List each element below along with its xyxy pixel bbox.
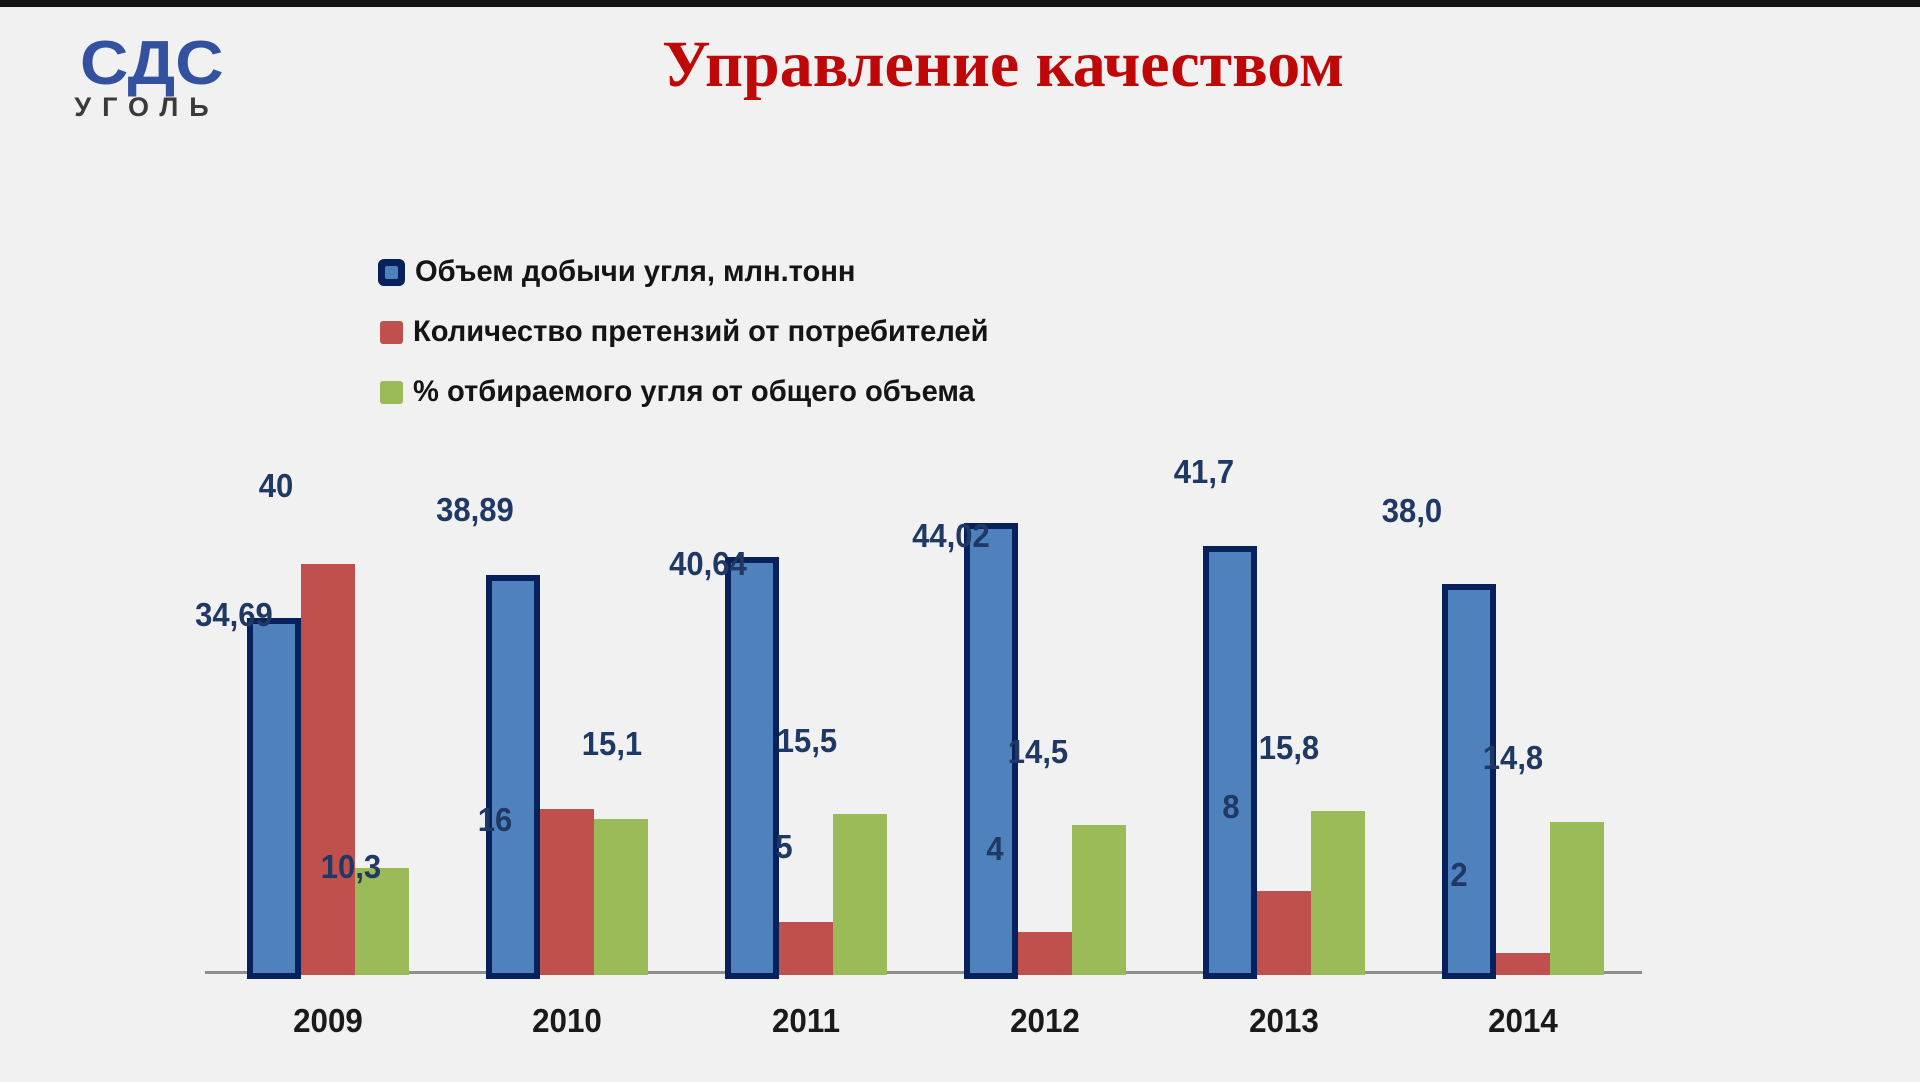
x-axis-label-2009: 2009 — [293, 1002, 363, 1039]
chart-legend: Объем добычи угля, млн.тонн Количество п… — [378, 255, 1006, 435]
bar-volume-2009 — [247, 618, 301, 979]
data-label-percent-2011: 15,5 — [776, 722, 838, 760]
data-label-volume-2010: 38,89 — [436, 491, 514, 529]
company-logo: СДС уголь — [60, 33, 230, 122]
bar-volume-2014 — [1442, 584, 1496, 979]
legend-item-volume: Объем добычи угля, млн.тонн — [378, 255, 1006, 289]
x-axis-label-2011: 2011 — [771, 1002, 841, 1039]
bar-volume-2012 — [964, 522, 1018, 979]
data-label-percent-2009: 10,3 — [320, 847, 382, 885]
bar-percent-2012 — [1072, 824, 1126, 975]
data-label-volume-2013: 41,7 — [1173, 453, 1235, 491]
legend-item-percent: % отбираемого угля от общего объема — [378, 375, 1006, 409]
x-axis-label-2010: 2010 — [532, 1002, 602, 1039]
bar-claims-2013 — [1257, 891, 1311, 975]
logo-text-ugol: уголь — [74, 92, 220, 122]
bar-claims-2009 — [301, 563, 355, 975]
percent-series-marker-icon — [380, 380, 403, 404]
legend-item-claims: Количество претензий от потребителей — [378, 315, 1006, 349]
claims-series-marker-icon — [380, 320, 403, 344]
bar-percent-2014 — [1550, 821, 1604, 975]
legend-label: Объем добычи угля, млн.тонн — [415, 255, 856, 288]
data-label-claims-2014: 2 — [1450, 855, 1468, 893]
data-label-claims-2012: 4 — [986, 830, 1004, 868]
bar-volume-2011 — [725, 557, 779, 979]
x-axis-label-2013: 2013 — [1249, 1002, 1319, 1039]
bar-percent-2010 — [594, 818, 648, 975]
data-label-volume-2009: 34,69 — [195, 596, 273, 634]
data-label-volume-2011: 40,64 — [669, 545, 747, 583]
x-axis-line — [205, 971, 1642, 974]
slide-top-edge — [0, 0, 1920, 7]
x-axis-label-2012: 2012 — [1010, 1002, 1080, 1039]
data-label-claims-2013: 8 — [1222, 788, 1240, 826]
bar-volume-2013 — [1203, 546, 1257, 979]
data-label-volume-2012: 44,02 — [912, 516, 990, 554]
data-label-volume-2014: 38,0 — [1381, 492, 1443, 530]
bar-percent-2009 — [355, 867, 409, 975]
bar-claims-2014 — [1496, 952, 1550, 975]
bar-volume-2010 — [486, 575, 540, 979]
data-label-percent-2012: 14,5 — [1007, 732, 1069, 770]
legend-label: Количество претензий от потребителей — [413, 315, 989, 348]
data-label-claims-2011: 5 — [775, 827, 793, 865]
data-label-percent-2013: 15,8 — [1258, 729, 1320, 767]
bar-percent-2011 — [833, 814, 887, 975]
data-label-claims-2009: 40 — [258, 466, 294, 504]
data-label-claims-2010: 16 — [477, 801, 513, 839]
bar-percent-2013 — [1311, 811, 1365, 975]
data-label-percent-2010: 15,1 — [581, 724, 643, 762]
logo-text-sds: СДС — [80, 29, 224, 98]
x-axis-label-2014: 2014 — [1488, 1002, 1558, 1039]
bar-claims-2011 — [779, 921, 833, 975]
legend-label: % отбираемого угля от общего объема — [413, 375, 975, 408]
bar-claims-2010 — [540, 809, 594, 975]
volume-series-marker-icon — [378, 258, 405, 286]
bar-claims-2012 — [1018, 932, 1072, 975]
page-title: Управление качеством — [661, 28, 1344, 101]
data-label-percent-2014: 14,8 — [1482, 738, 1544, 776]
